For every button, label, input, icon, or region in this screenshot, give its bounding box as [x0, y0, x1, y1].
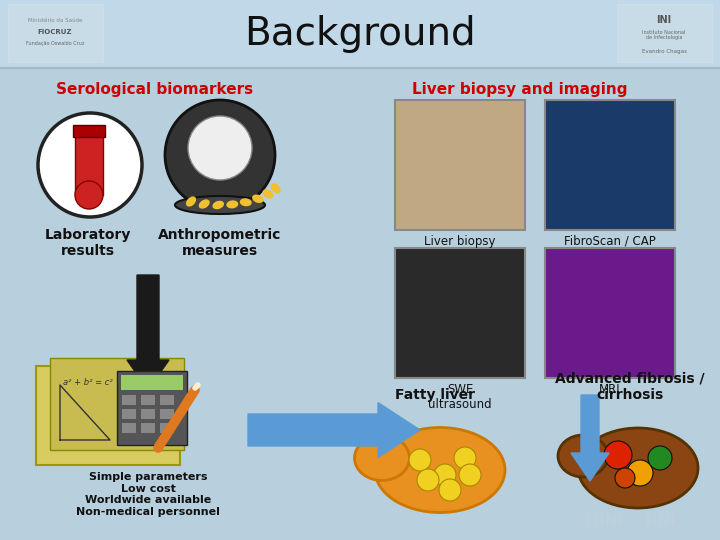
FancyBboxPatch shape	[117, 371, 187, 445]
Circle shape	[434, 464, 456, 486]
Ellipse shape	[252, 194, 264, 203]
Text: FIOCRUZ: FIOCRUZ	[37, 29, 72, 35]
Bar	[160, 423, 174, 433]
Bar	[75, 130, 103, 195]
Bar	[395, 100, 525, 230]
Text: Serological biomarkers: Serological biomarkers	[56, 82, 253, 97]
Circle shape	[38, 113, 142, 217]
Bar	[73, 125, 105, 137]
Text: Fatty liver: Fatty liver	[395, 388, 475, 402]
FancyBboxPatch shape	[36, 366, 180, 465]
Text: FibroScan / CAP: FibroScan / CAP	[564, 235, 656, 248]
Text: ††INI    †INI: ††INI †INI	[584, 513, 676, 528]
Text: MRI: MRI	[599, 383, 621, 396]
Text: Anthropometric
measures: Anthropometric measures	[158, 228, 282, 258]
Circle shape	[615, 468, 635, 488]
Bar	[160, 395, 174, 405]
Text: Laboratory
results: Laboratory results	[45, 228, 131, 258]
Ellipse shape	[199, 199, 210, 208]
Bar	[0, 0, 720, 68]
Bar	[141, 409, 155, 419]
Bar	[121, 375, 183, 390]
Ellipse shape	[175, 196, 265, 214]
Circle shape	[409, 449, 431, 471]
Bar	[122, 395, 136, 405]
Ellipse shape	[212, 201, 224, 210]
Text: Instituto Nacional
de Infectologia: Instituto Nacional de Infectologia	[642, 30, 685, 40]
Circle shape	[454, 447, 476, 469]
Circle shape	[188, 116, 252, 180]
Text: Fundação Oswaldo Cruz: Fundação Oswaldo Cruz	[26, 42, 84, 46]
Circle shape	[75, 181, 103, 209]
Text: Ministério da Saúde: Ministério da Saúde	[28, 17, 82, 23]
Circle shape	[648, 446, 672, 470]
FancyArrow shape	[127, 275, 169, 390]
Text: Background: Background	[244, 15, 476, 53]
Bar	[545, 248, 675, 378]
Text: SWE
ultrasound: SWE ultrasound	[428, 383, 492, 411]
FancyBboxPatch shape	[50, 358, 184, 450]
Text: INI: INI	[657, 15, 672, 25]
Ellipse shape	[186, 197, 196, 207]
Circle shape	[459, 464, 481, 486]
Circle shape	[439, 479, 461, 501]
FancyArrow shape	[248, 402, 420, 457]
Ellipse shape	[558, 435, 608, 477]
Bar	[545, 100, 675, 230]
Text: Evandro Chagas: Evandro Chagas	[642, 50, 686, 55]
Ellipse shape	[240, 198, 252, 206]
Text: Advanced fibrosis /
cirrhosis: Advanced fibrosis / cirrhosis	[555, 372, 705, 402]
Ellipse shape	[578, 428, 698, 508]
Ellipse shape	[263, 190, 274, 199]
Ellipse shape	[226, 200, 238, 208]
FancyArrow shape	[571, 395, 609, 481]
Bar	[141, 423, 155, 433]
Bar	[8, 4, 103, 62]
Bar	[122, 409, 136, 419]
Ellipse shape	[375, 428, 505, 512]
Bar	[160, 409, 174, 419]
Ellipse shape	[271, 183, 281, 193]
Text: a² + b² = c²: a² + b² = c²	[63, 378, 113, 387]
Bar	[395, 248, 525, 378]
Bar	[617, 4, 712, 62]
Text: Simple parameters
Low cost
Worldwide available
Non-medical personnel: Simple parameters Low cost Worldwide ava…	[76, 472, 220, 517]
Circle shape	[627, 460, 653, 486]
Text: Liver biopsy: Liver biopsy	[424, 235, 496, 248]
Text: Liver biopsy and imaging: Liver biopsy and imaging	[413, 82, 628, 97]
Bar	[141, 395, 155, 405]
Circle shape	[417, 469, 439, 491]
Circle shape	[604, 441, 632, 469]
Bar	[122, 423, 136, 433]
Ellipse shape	[354, 435, 410, 481]
Circle shape	[165, 100, 275, 210]
